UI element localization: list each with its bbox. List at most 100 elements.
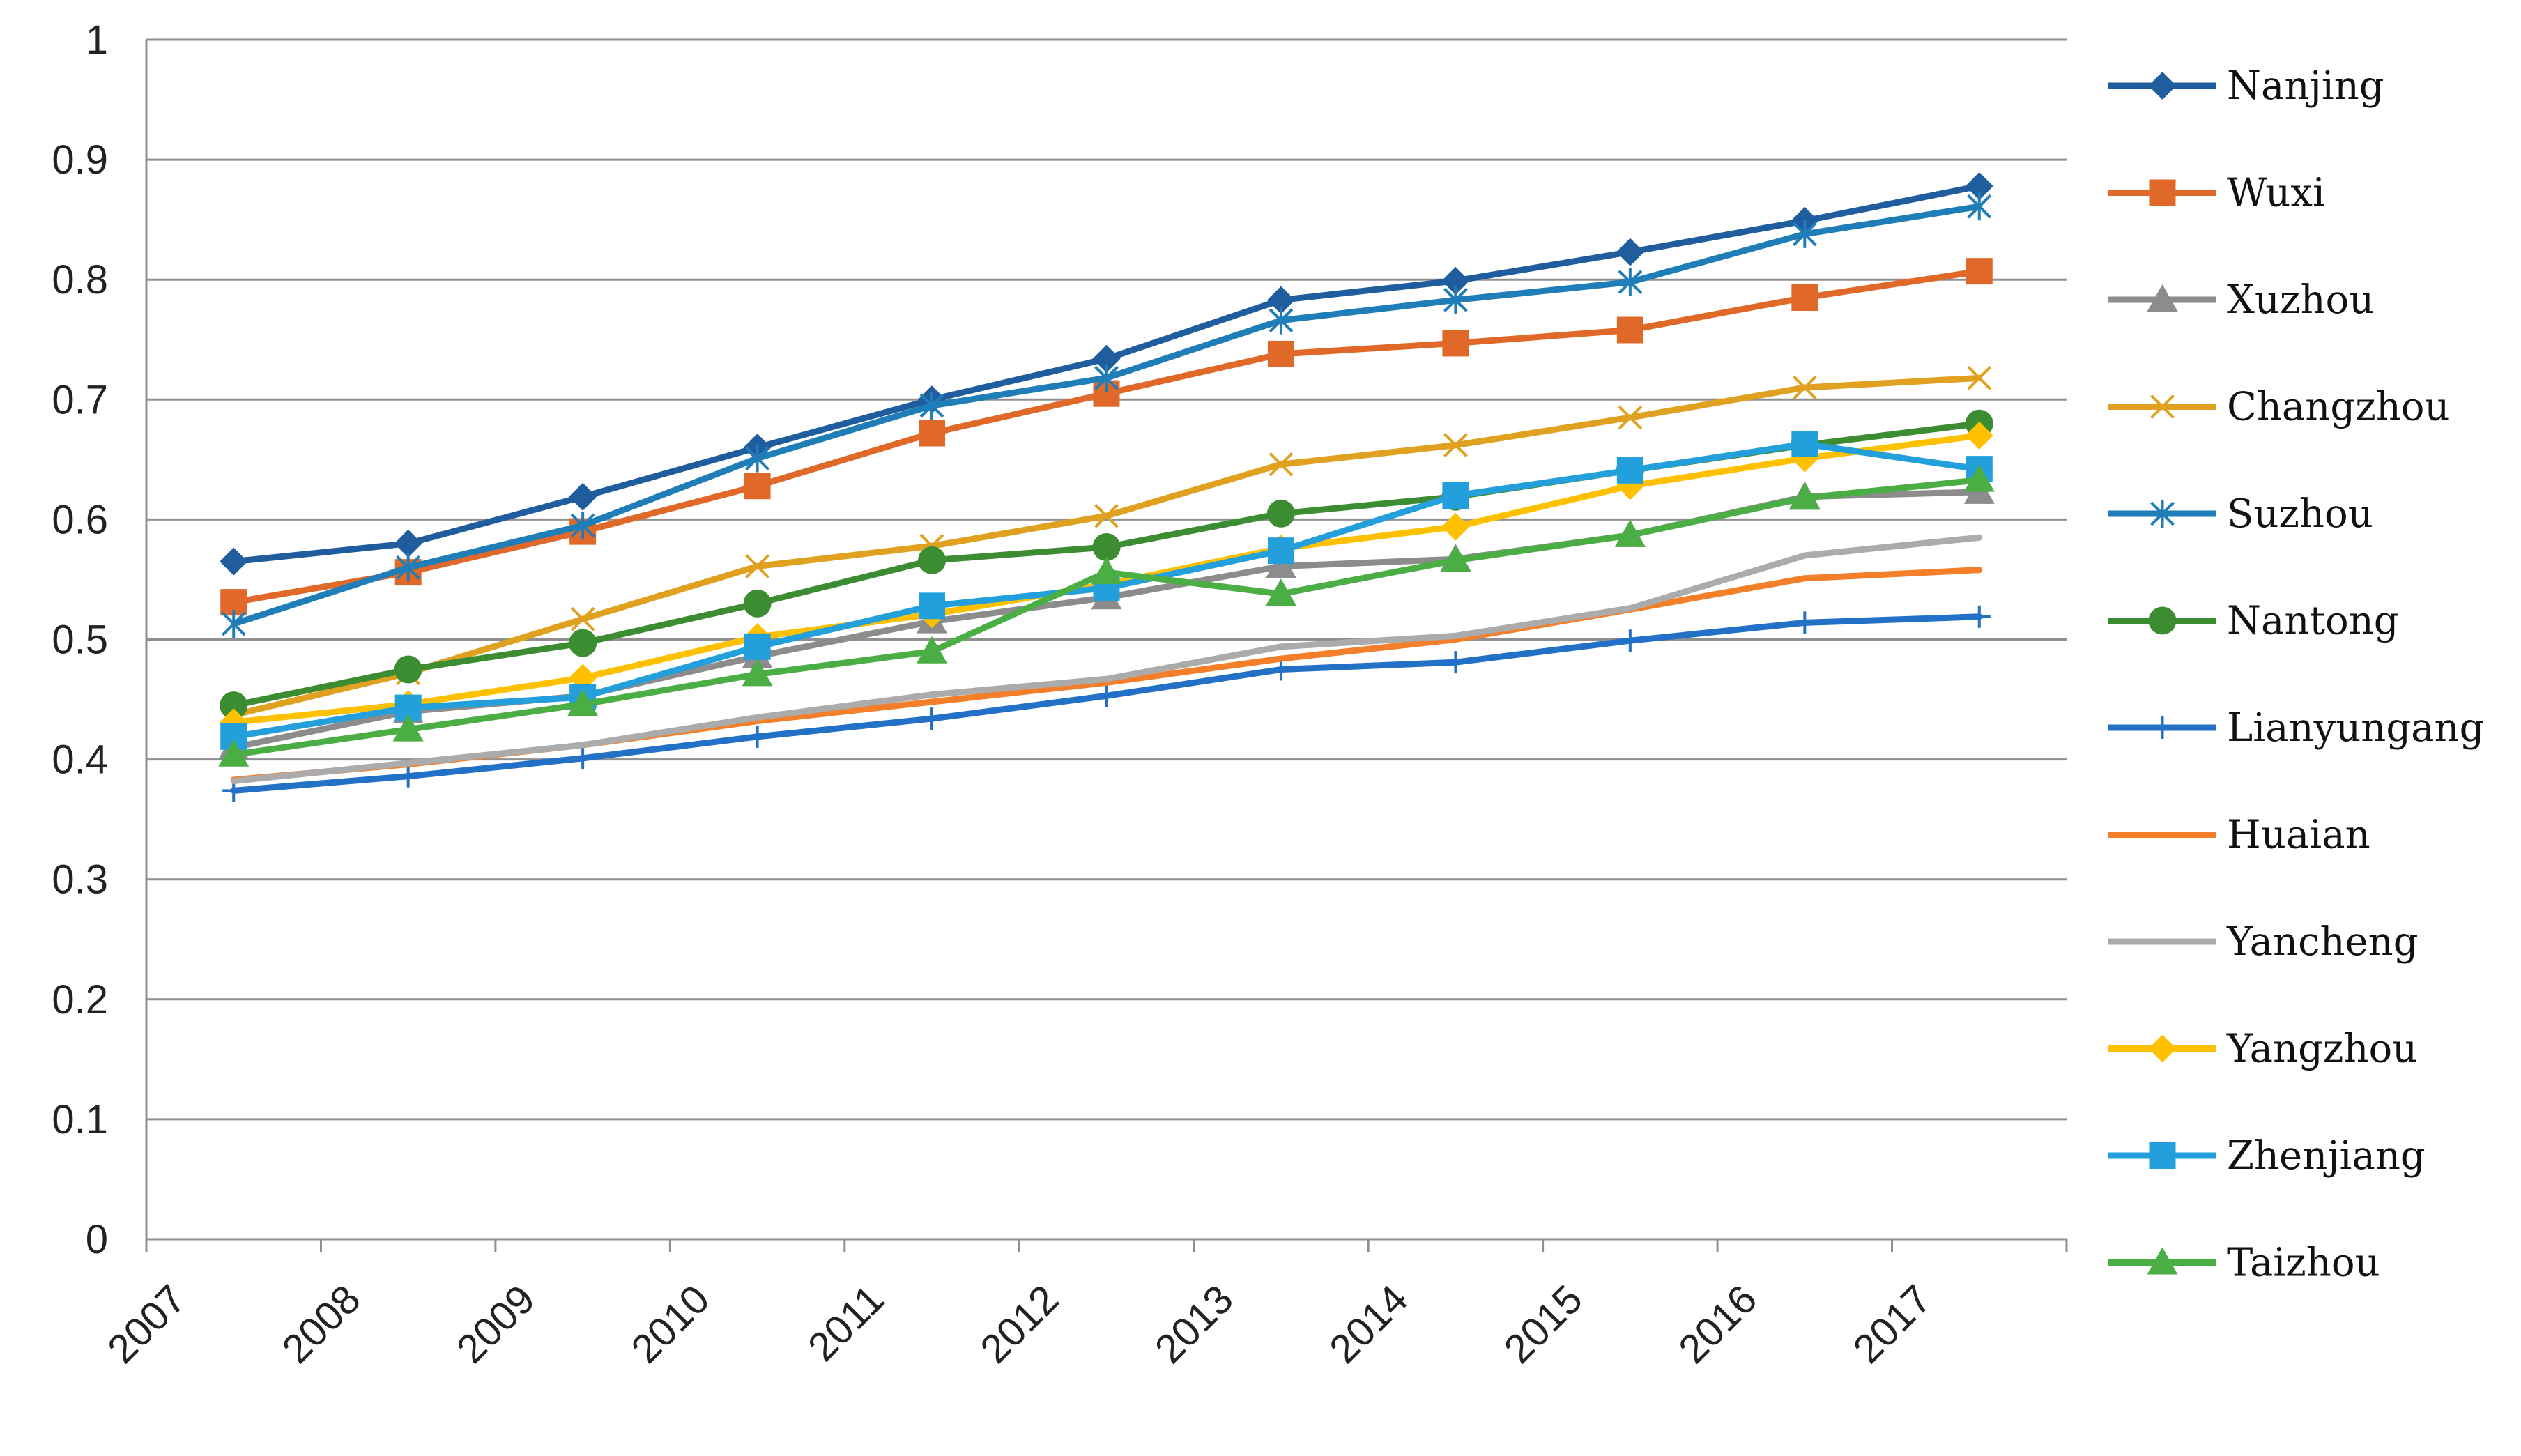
y-tick-label: 0.5 [52, 618, 108, 663]
data-point-suzhou [1443, 286, 1468, 314]
data-point-taizhou [1963, 464, 1995, 492]
data-point-nanjing [1965, 171, 1993, 200]
series-taizhou [218, 464, 1995, 767]
legend-label: Changzhou [2227, 385, 2450, 430]
data-point-yangzhou [1965, 421, 1993, 450]
legend-label: Nantong [2227, 599, 2399, 644]
data-point-zhenjiang [1442, 482, 1469, 509]
legend-label: Suzhou [2227, 491, 2373, 537]
legend-label: Xuzhou [2227, 277, 2374, 323]
data-point-taizhou [742, 659, 773, 687]
data-point-nanjing [1441, 266, 1470, 295]
legend-swatch-marker [2148, 72, 2177, 100]
data-point-wuxi [744, 473, 771, 500]
data-point-taizhou [1614, 519, 1646, 547]
marker-stroke [745, 554, 770, 578]
legend-swatch-marker [2147, 1247, 2178, 1275]
legend-label: Yancheng [2226, 919, 2419, 965]
data-point-lianyungang [746, 725, 769, 748]
data-point-nantong [220, 691, 248, 720]
series-suzhou [221, 192, 1992, 638]
legend-item-nantong: Nantong [2108, 599, 2399, 644]
marker-stroke [1618, 405, 1643, 430]
legend-swatch-marker [2150, 394, 2175, 419]
data-point-lianyungang [921, 707, 944, 730]
data-point-nantong [394, 655, 422, 684]
data-point-wuxi [919, 420, 946, 447]
data-point-nanjing [1092, 344, 1121, 373]
legend-item-zhenjiang: Zhenjiang [2108, 1133, 2426, 1179]
marker-stroke [1443, 433, 1468, 458]
legend-swatch-marker [2151, 716, 2174, 739]
data-point-taizhou [1091, 557, 1122, 585]
data-point-xuzhou [1265, 551, 1296, 578]
data-point-lianyungang [1793, 611, 1816, 634]
legend-label: Zhenjiang [2227, 1133, 2426, 1179]
data-point-nantong [743, 589, 772, 618]
legend-label: Taizhou [2227, 1241, 2380, 1286]
y-tick-label: 0.1 [52, 1097, 108, 1142]
y-tick-label: 0.6 [52, 497, 108, 542]
x-tick-label: 2015 [1496, 1276, 1591, 1372]
data-point-wuxi [1442, 330, 1469, 357]
data-point-changzhou [1443, 433, 1468, 458]
data-point-nantong [918, 546, 947, 574]
legend-label: Huaian [2227, 813, 2370, 858]
legend-item-yangzhou: Yangzhou [2108, 1027, 2417, 1072]
y-tick-label: 0.7 [52, 377, 108, 422]
data-point-suzhou [396, 553, 421, 582]
y-tick-label: 0.4 [52, 737, 108, 783]
y-tick-label: 0.3 [52, 857, 108, 903]
data-point-lianyungang [1618, 629, 1641, 652]
marker-stroke [2150, 394, 2175, 419]
x-tick-label: 2009 [448, 1276, 544, 1372]
data-point-zhenjiang [1616, 457, 1643, 484]
legend-label: Nanjing [2227, 63, 2384, 109]
x-tick-label: 2007 [99, 1276, 194, 1372]
y-tick-label: 0.2 [52, 977, 108, 1022]
legend-item-huaian: Huaian [2108, 813, 2370, 858]
series-yancheng [230, 534, 1983, 785]
x-tick-label: 2008 [273, 1276, 369, 1372]
legend-swatch-marker [2147, 284, 2178, 312]
legend-item-wuxi: Wuxi [2108, 171, 2325, 216]
data-point-suzhou [1967, 192, 1992, 221]
x-tick-label: 2017 [1845, 1276, 1940, 1372]
x-tick-label: 2010 [622, 1276, 718, 1372]
data-point-zhenjiang [744, 633, 771, 660]
legend-swatch-marker [2149, 179, 2176, 206]
data-point-lianyungang [572, 746, 595, 769]
data-point-wuxi [1267, 340, 1294, 367]
y-tick-label: 0.8 [52, 257, 108, 302]
data-point-suzhou [570, 512, 595, 540]
x-tick-label: 2013 [1147, 1276, 1242, 1372]
data-point-nanjing [394, 529, 422, 558]
x-tick-label: 2012 [972, 1276, 1067, 1372]
legend-label: Lianyungang [2227, 705, 2484, 751]
data-point-nanjing [1616, 238, 1644, 266]
legend-swatch-marker [2150, 500, 2175, 528]
data-point-changzhou [1269, 452, 1294, 477]
data-point-changzhou [1967, 365, 1992, 390]
data-point-wuxi [1791, 284, 1818, 312]
marker-stroke [1094, 503, 1119, 528]
data-point-changzhou [745, 554, 770, 578]
data-point-changzhou [1618, 405, 1643, 430]
series-lianyungang [222, 605, 1991, 802]
legend-swatch-marker [2148, 1034, 2177, 1063]
data-point-suzhou [1618, 268, 1643, 296]
y-tick-label: 1 [86, 17, 108, 63]
legend-swatch-marker [2148, 606, 2177, 635]
data-point-changzhou [1094, 503, 1119, 528]
data-point-lianyungang [1095, 684, 1118, 707]
axis-layer: 0 0.1 0.2 0.3 0.4 0.5 0.6 0.7 0.8 0.9 1 2007 2008 200… [52, 17, 2068, 1372]
series-layer [218, 171, 1995, 802]
data-point-suzhou [919, 391, 944, 420]
data-point-zhenjiang [1791, 430, 1818, 457]
data-point-wuxi [1966, 258, 1993, 285]
data-point-taizhou [1789, 482, 1821, 510]
legend-item-yancheng: Yancheng [2108, 919, 2419, 965]
legend-swatch-marker [2149, 1142, 2176, 1169]
